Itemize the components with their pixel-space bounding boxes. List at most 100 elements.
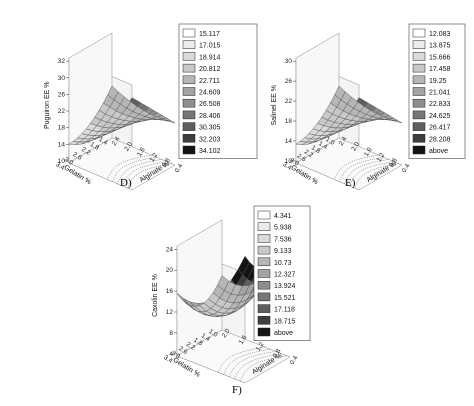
legend-label: 19.25 [429,78,447,85]
legend-swatch [257,210,271,220]
y-tick-label: 1.2 [376,152,387,164]
x-tick-label: 1.8 [89,141,101,152]
z-tick-label: 10 [58,158,66,165]
legend-swatch [182,98,196,108]
x-tick-label: 3.0 [288,157,300,168]
y-tick-label: 0.4 [174,162,185,174]
z-tick-label: 10 [285,158,293,165]
legend-swatch [412,63,426,73]
y-tick-label: 0.8 [388,157,399,169]
legend-label: 18.914 [199,54,221,61]
legend-swatch [412,134,426,143]
panel-f-legend: 4.341 5.938 7.536 9.133 10.73 12.327 13.924 15.… [253,205,311,341]
floor [68,137,176,191]
z-tick-label: 4 [169,351,173,358]
legend-swatch [412,75,426,85]
legend-swatch [182,63,196,73]
legend-swatch [412,28,426,38]
legend-swatch [257,234,271,243]
legend-swatch [257,316,271,325]
y-tick-label: 1.6 [363,146,374,158]
legend-swatch [182,110,196,120]
legend-swatch [412,87,426,96]
y-tick-label: 1.6 [136,146,147,158]
z-tick-label: 14 [285,138,293,145]
floor-contour [344,159,389,184]
floor-contour [127,163,172,189]
legend-label: 30.305 [199,125,221,132]
x-tick-label: 2.6 [71,151,83,162]
legend-swatch [182,75,196,85]
surface-patch [164,120,176,124]
legend-label: 12.083 [429,31,451,38]
legend-label: 4.341 [274,213,292,220]
x-tick-label: 2.2 [80,146,92,157]
legend-label: 10.73 [274,260,292,267]
panel-e-surface-plot: 30 26 22 18 14 10 Salinel EE % 1.01.41.82.22.63… [271,23,466,191]
z-tick-label: 26 [285,78,293,85]
legend-swatch [412,122,426,131]
legend-swatch [412,40,426,49]
y-tick-label: 0.4 [401,162,412,174]
x-tick-label: 3.0 [63,156,75,167]
legend-swatch [412,52,426,61]
y-tick-label: 1.6 [238,334,249,346]
y-tick-label: 2.0 [350,141,361,153]
legend-label: 22.711 [199,78,220,85]
legend-label: 15.666 [429,54,451,61]
legend-swatch [412,110,426,120]
legend-label: 9.133 [274,248,292,255]
floor-contour [223,348,271,375]
legend-label: 12.327 [274,272,296,279]
x-tick-label: 1.8 [192,337,204,348]
z-axis-label: Caxolin EE % [152,274,159,317]
z-tick-label: 22 [285,98,293,105]
legend-swatch [182,134,196,143]
legend-swatch [182,122,196,131]
y-tick-label: 2.4 [338,135,349,147]
legend-label: 18.715 [274,318,296,325]
y-tick-label: 0.4 [289,354,300,366]
x-tick-label: 3.4 [162,354,174,365]
panel-e-plot-area: 30 26 22 18 14 10 Salinel EE % 1.01.41.82.22.63… [271,32,412,191]
legend-label: 5.938 [274,225,292,232]
x-tick-label: 2.6 [296,153,308,164]
floor-contour [229,351,276,377]
x-tick-label: 3.4 [54,161,66,172]
legend-label: 34.102 [199,148,221,155]
panel-e-legend: 12.083 13.875 15.666 17.458 19.25 21.041 22.83… [408,23,466,159]
z-tick-label: 18 [58,125,66,132]
x-tick-label: 1.0 [324,136,336,147]
floor-contour [122,161,167,186]
floor-contour [234,353,282,379]
legend-label: 15.521 [274,295,296,302]
legend-swatch [182,28,196,38]
x-tick-label: 3.0 [170,350,182,361]
panel-d-legend: 15.117 17.015 18.914 20.812 22.711 24.609 26.5… [178,23,258,159]
floor-contour [218,346,265,373]
floor-contour [349,161,394,186]
legend-label: 26.417 [429,125,451,132]
legend-swatch [257,327,271,337]
legend-label: 28.406 [199,113,221,120]
legend-label: above [429,148,448,155]
z-tick-label: 8 [169,330,173,337]
y-tick-label: 0.8 [161,157,172,169]
legend-swatch [257,222,271,231]
legend-swatch [257,304,271,313]
floor-contour [112,156,157,182]
z-axis-label: Salinel EE % [271,85,278,125]
floor [295,137,403,191]
z-axis-label: Puguiron EE % [44,82,51,129]
z-tick-label: 24 [166,246,174,253]
legend-swatch [257,280,271,290]
legend-swatch [257,245,271,255]
x-tick-label: 1.4 [97,136,109,147]
z-tick-label: 32 [58,58,66,65]
legend-label: 7.536 [274,236,292,243]
panel-e-caption: E) [345,177,356,189]
legend-swatch [412,145,426,155]
